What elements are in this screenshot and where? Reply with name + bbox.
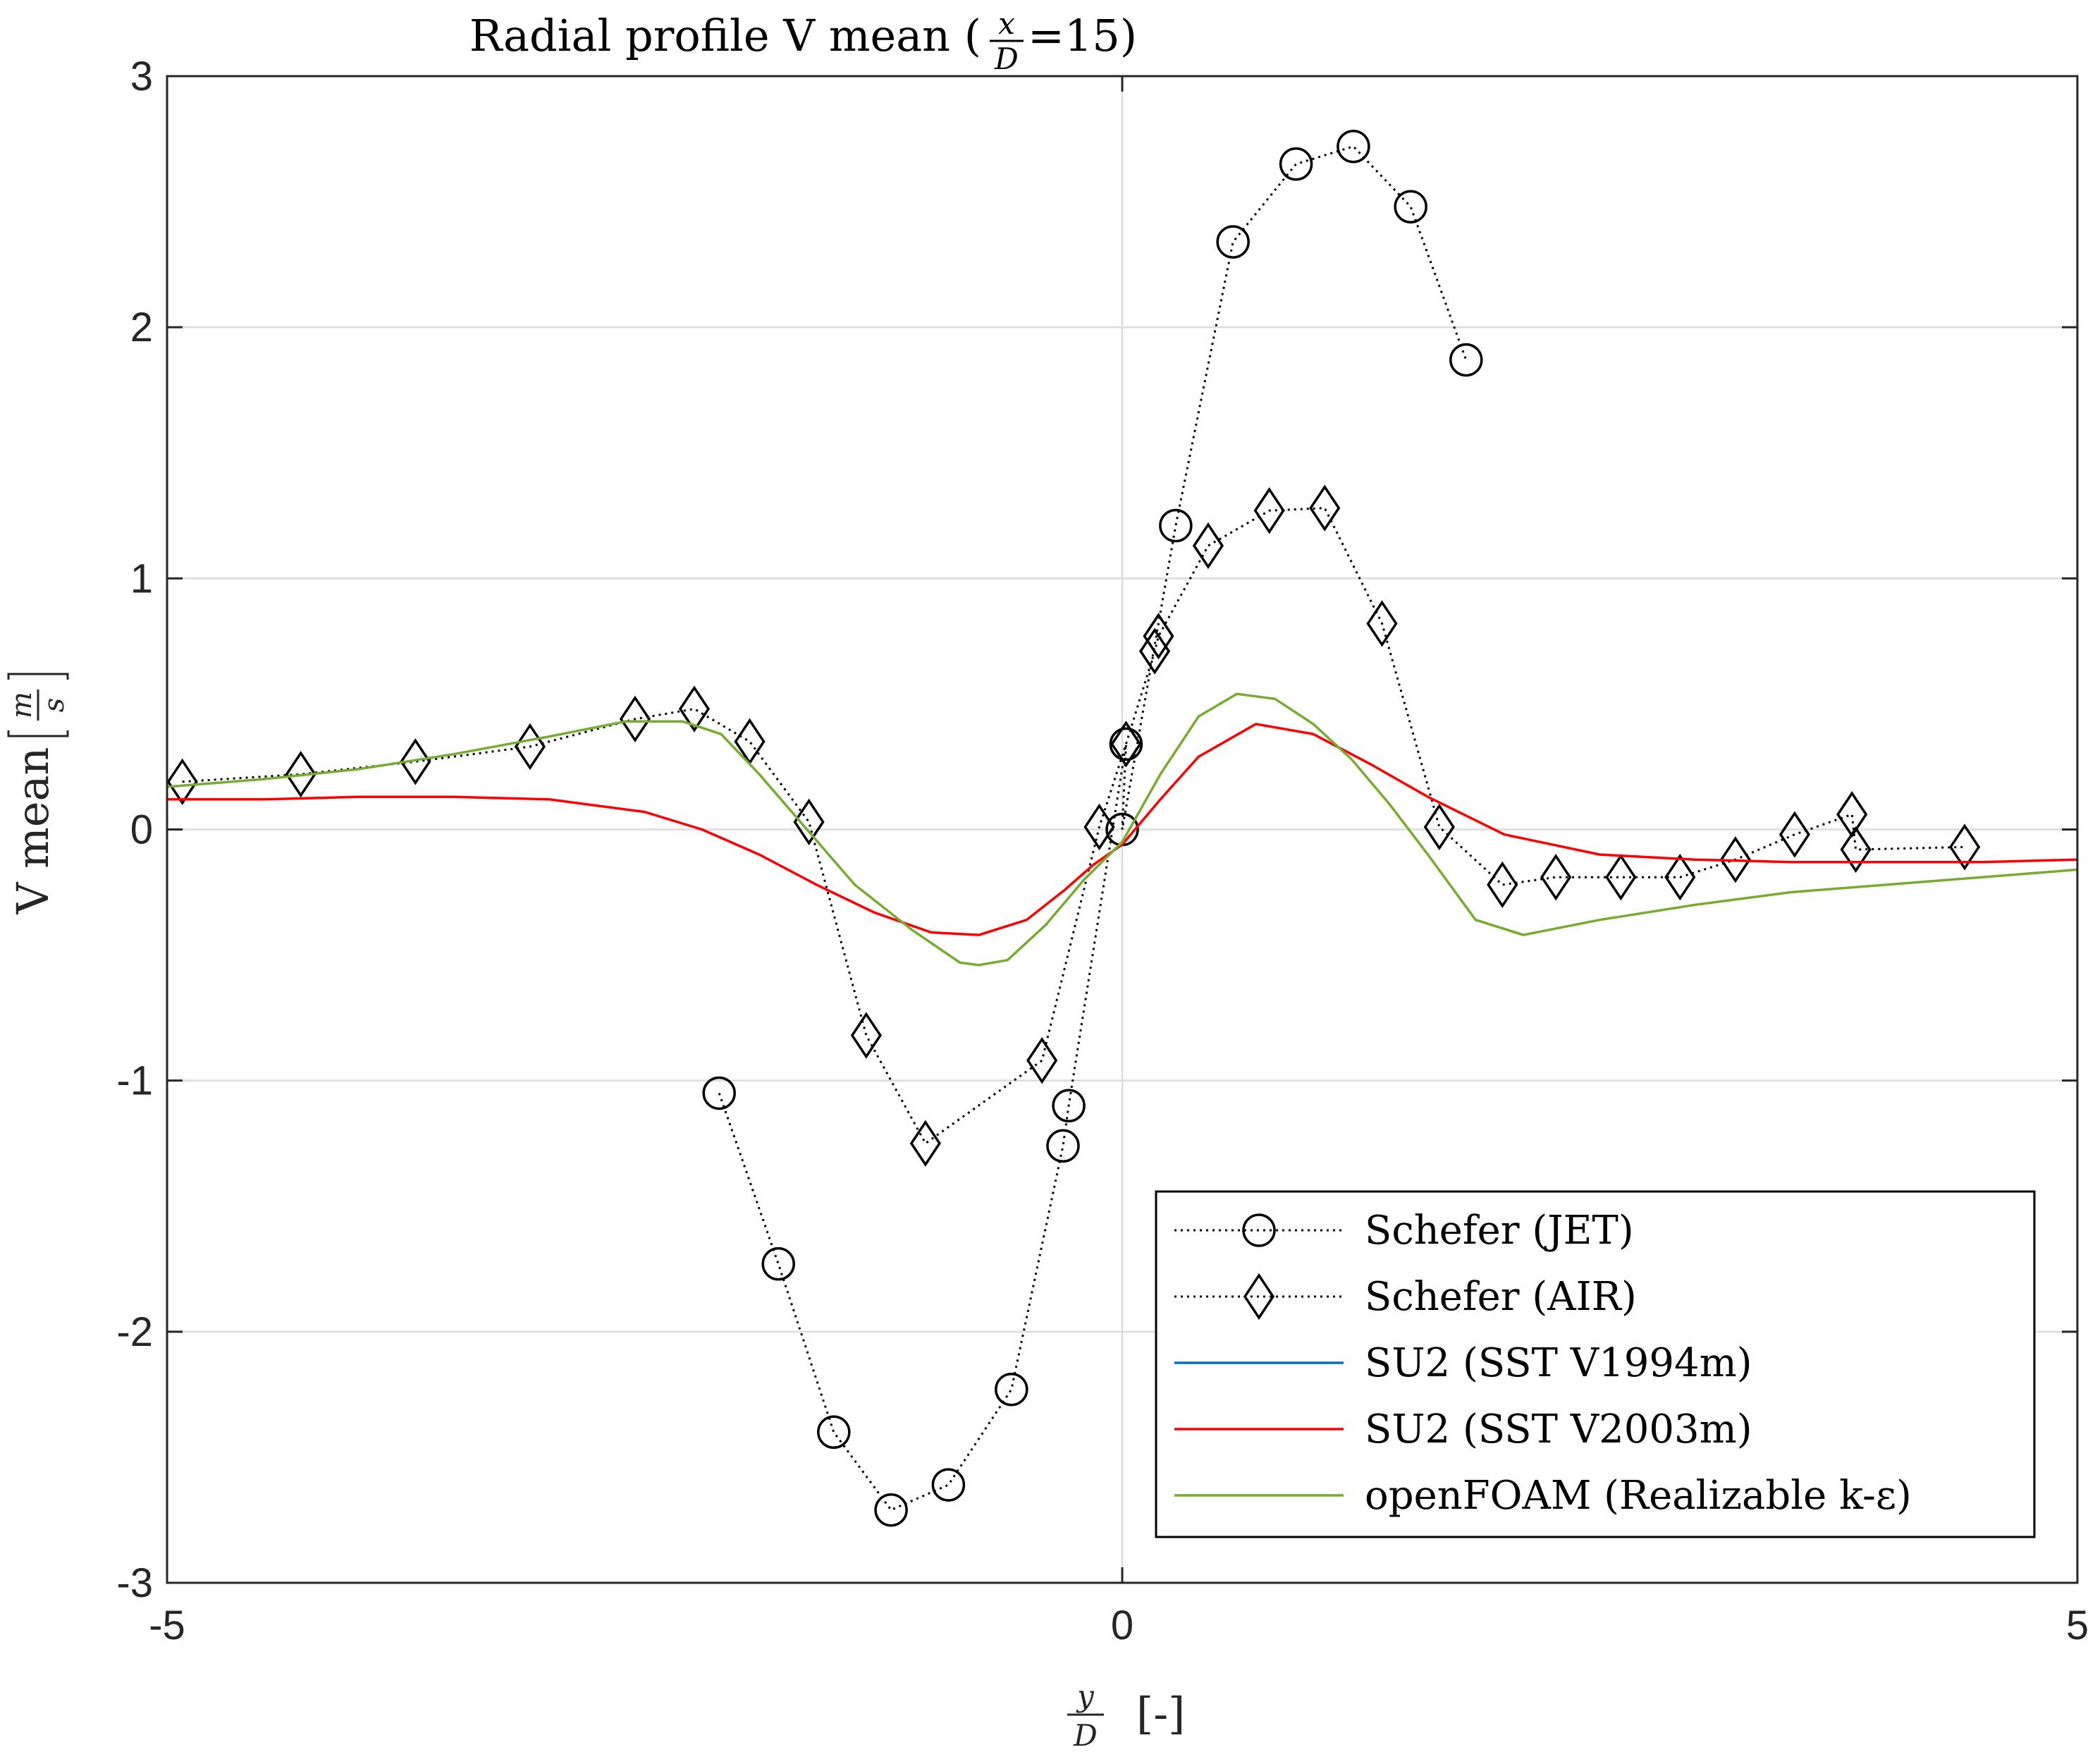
series-openfoam-realizable-k [166,692,2078,967]
legend-label: SU2 (SST V1994m) [1365,1340,1752,1386]
y-axis-title: V mean m s [6,673,70,915]
legend-entry: Schefer (JET) [1174,1208,1634,1254]
xlabel-fraction-numerator: y [1076,1679,1095,1713]
data-point-circle [817,1415,851,1450]
data-point-circle [702,1076,736,1110]
data-point-diamond [1110,721,1142,768]
legend-entry: SU2 (SST V2003m) [1174,1407,1752,1452]
data-point-diamond [1026,1037,1058,1084]
x-tick-label: 0 [1111,1603,1133,1648]
data-point-diamond [850,1012,882,1059]
legend-entry: SU2 (SST V1994m) [1174,1340,1752,1386]
series-group [166,129,2078,1527]
series-su2-sst-v2003m [167,723,2078,936]
data-point-diamond [1366,600,1398,647]
data-point-diamond [678,685,711,733]
title-main: Radial profile V mean ( [469,10,981,61]
data-point-diamond [285,750,317,798]
title-fraction-numerator: x [998,6,1015,41]
data-point-diamond [1138,627,1171,675]
legend: Schefer (JET) Schefer (AIR) SU2 (SST V1994… [1155,1190,2036,1538]
ylabel-text: V mean [7,747,59,915]
legend-entry: openFOAM (Realizable k-ε) [1174,1473,1912,1519]
series-schefer-jet [702,129,1483,1527]
ticks: -5 0 5 -3 -2 -1 0 1 2 3 [116,54,2089,1648]
data-point-diamond [1309,484,1341,532]
legend-entry: Schefer (AIR) [1174,1273,1637,1321]
series-line [718,145,1468,1512]
data-point-diamond [1487,861,1518,909]
data-point-circle [931,1468,966,1502]
legend-label: SU2 (SST V2003m) [1365,1407,1752,1452]
data-point-circle [1394,190,1427,223]
data-point-diamond [166,758,198,805]
data-point-circle [761,1247,795,1281]
legend-marker [1243,1273,1275,1321]
data-point-diamond [1083,803,1115,851]
title-tail: =15) [1028,10,1137,61]
data-point-circle [1337,129,1370,164]
data-point-diamond [1423,803,1455,851]
data-point-diamond [400,738,431,785]
data-point-diamond [1719,836,1752,883]
data-point-circle [1216,225,1250,259]
legend-label: openFOAM (Realizable k-ε) [1365,1473,1912,1519]
data-point-circle [1279,147,1313,181]
series-line [182,507,1965,1145]
ylabel-fraction-denominator: s [38,698,70,713]
y-tick-label: -2 [116,1309,153,1355]
data-point-diamond [1253,487,1285,534]
series-line [166,692,2078,967]
ylabel-fraction-numerator: m [6,692,38,718]
chart-title: Radial profile V mean ( x D =15) [469,6,1137,76]
data-point-circle [1159,508,1193,543]
ylabel-brackets [7,673,69,737]
y-tick-label: -1 [116,1058,153,1104]
data-point-diamond [1540,854,1572,901]
data-point-diamond [909,1120,941,1167]
x-tick-label: -5 [149,1603,185,1648]
data-point-diamond [1840,826,1872,874]
data-point-diamond [1778,811,1811,858]
data-point-diamond [793,798,825,845]
series-line [167,723,2078,936]
data-point-diamond [1605,854,1637,901]
xlabel-fraction-denominator: D [1073,1718,1098,1753]
data-point-circle [1046,1129,1080,1163]
title-fraction-denominator: D [994,42,1019,76]
data-point-diamond [1664,854,1696,901]
x-tick-label: 5 [2066,1603,2089,1648]
data-point-diamond [1949,823,1981,871]
legend-label: Schefer (AIR) [1365,1274,1637,1320]
legend-marker [1242,1213,1276,1247]
data-point-circle [1052,1089,1086,1123]
xlabel-unit: [-] [1136,1688,1185,1739]
y-tick-label: -3 [116,1560,153,1606]
data-point-circle [995,1373,1028,1407]
data-point-circle [874,1493,908,1527]
x-axis-title: y D [-] [1067,1679,1185,1753]
y-tick-label: 2 [130,305,153,350]
legend-label: Schefer (JET) [1365,1208,1634,1254]
data-point-diamond [619,695,651,742]
y-tick-label: 1 [130,556,153,601]
data-point-diamond [1192,522,1224,570]
legend-box [1155,1190,2036,1538]
y-tick-label: 0 [130,807,153,853]
data-point-diamond [1143,613,1174,660]
data-point-circle [1449,343,1483,377]
y-tick-label: 3 [130,54,153,99]
